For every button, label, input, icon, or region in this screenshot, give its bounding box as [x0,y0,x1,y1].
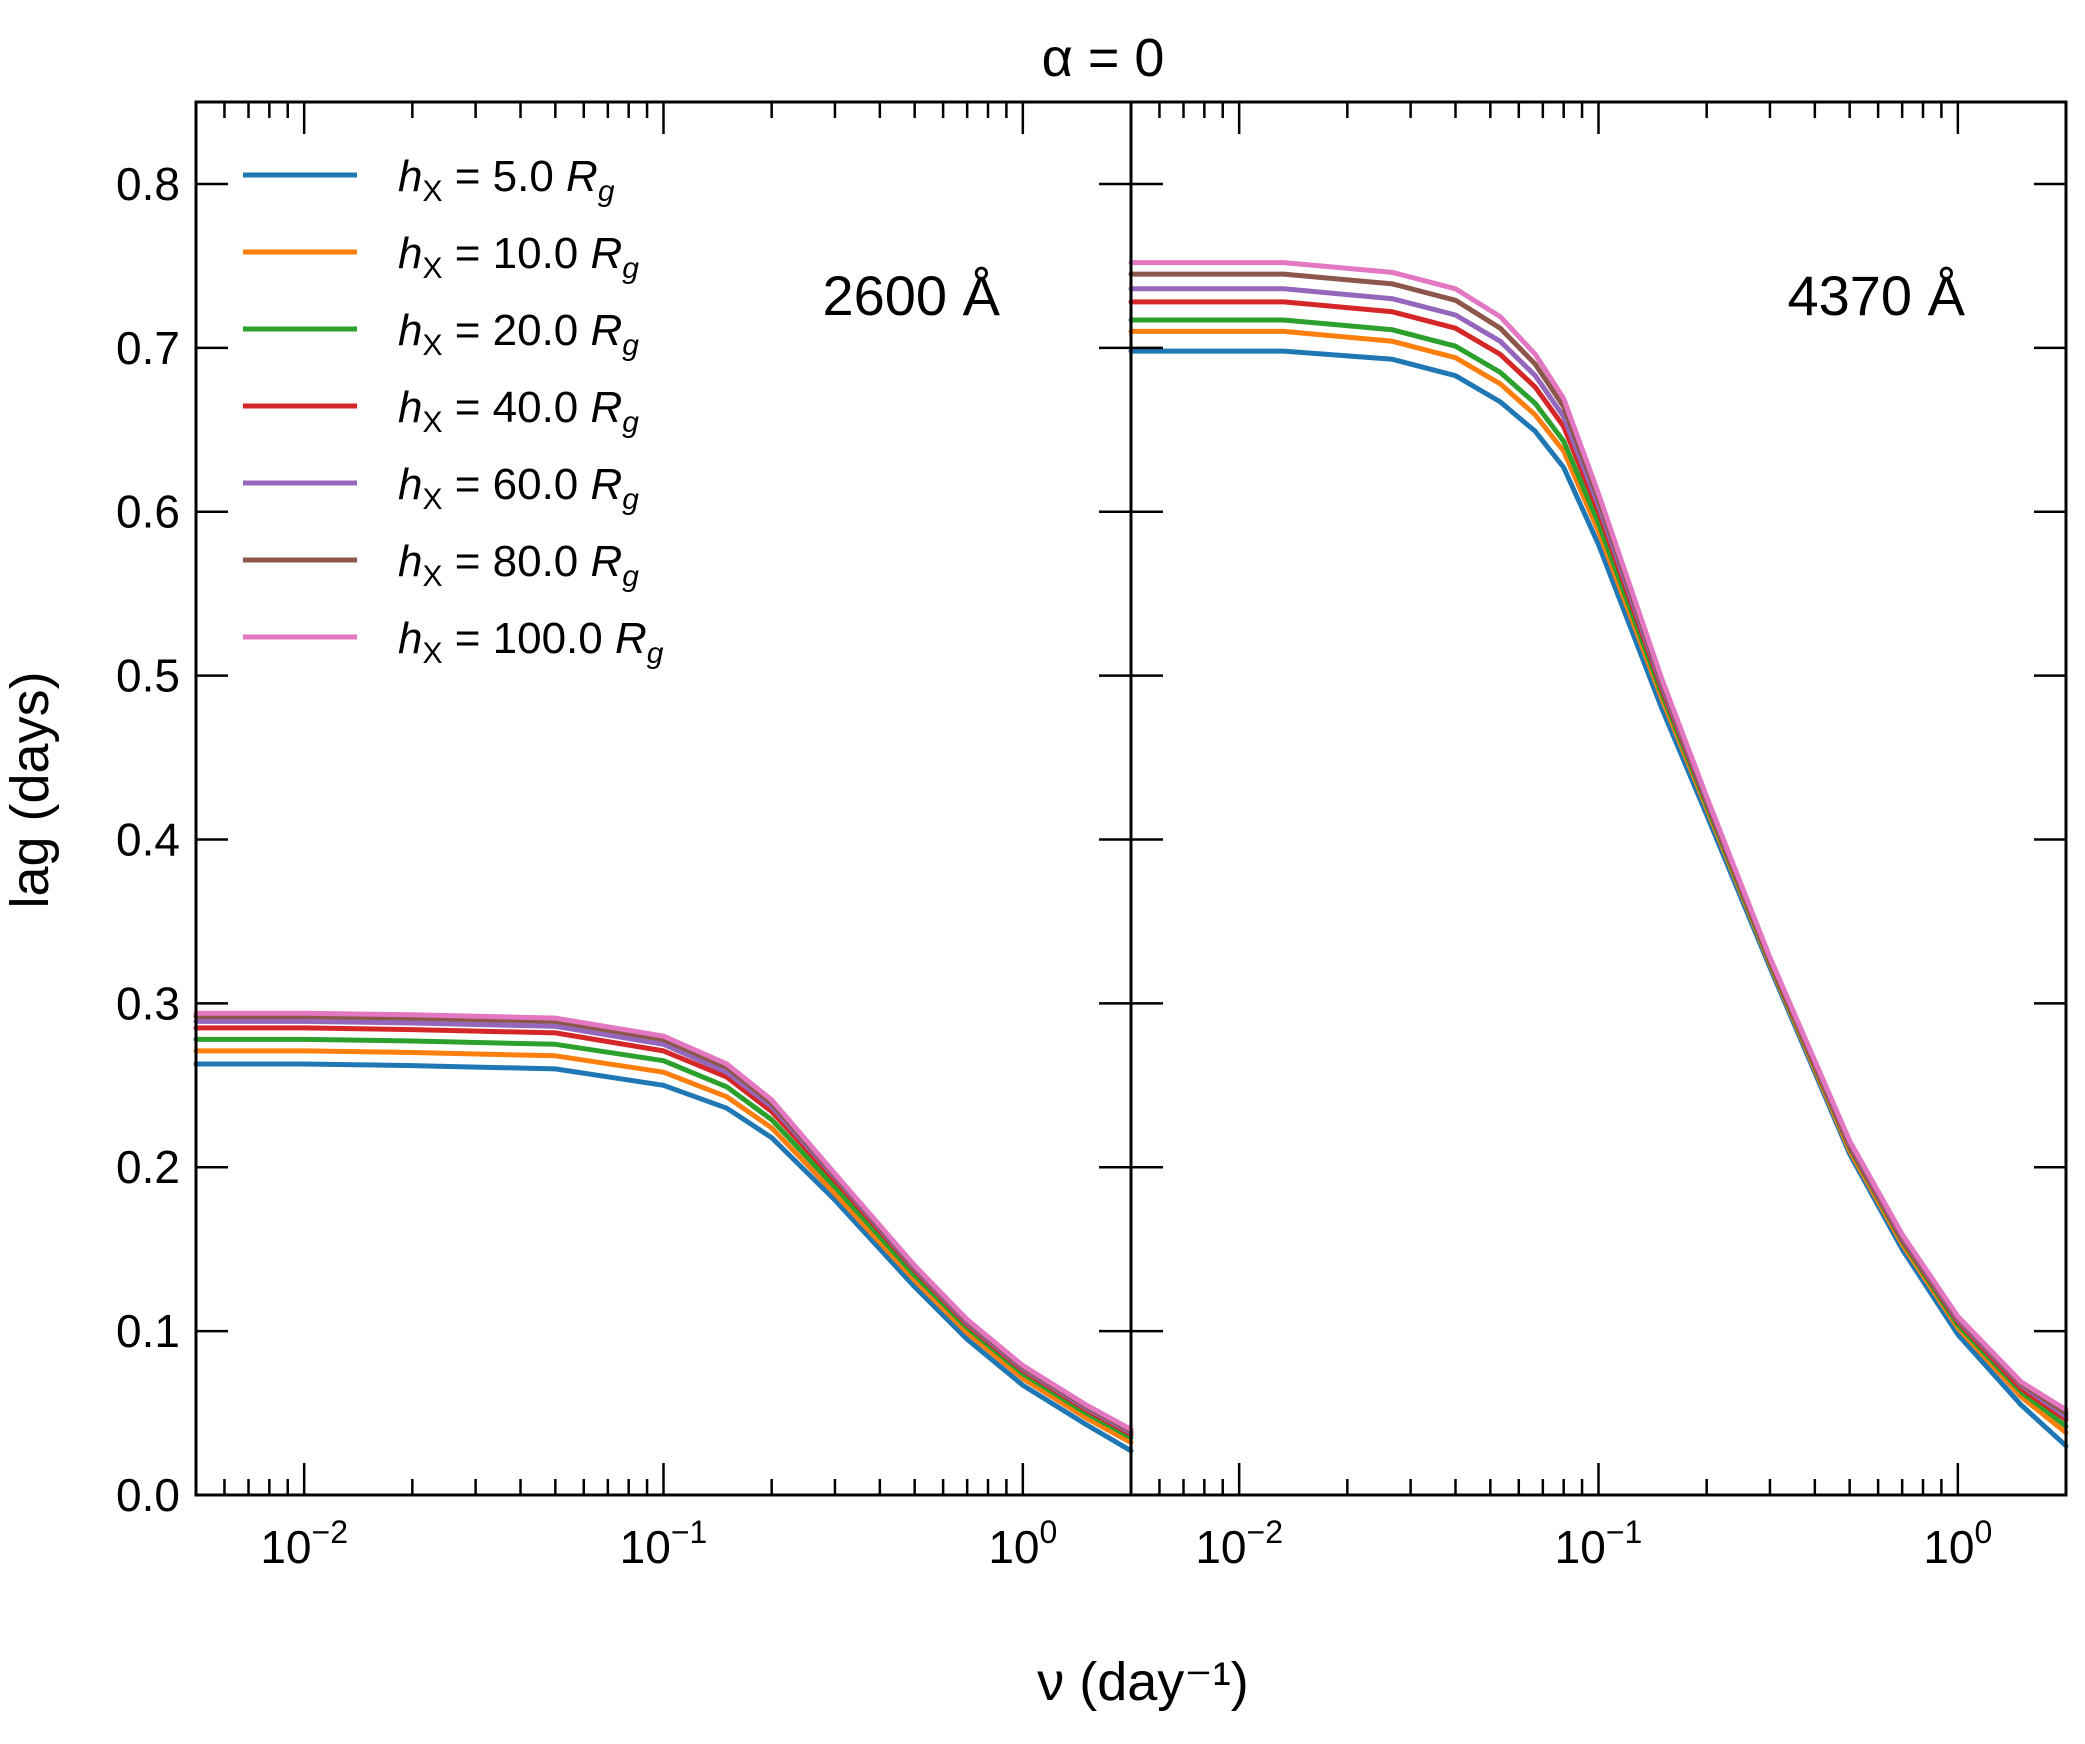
right-panel: 10−2 10−1 100 4370 Å [1128,100,2069,1573]
panel-label: 2600 Å [823,264,1001,327]
y-axis-label: lag (days) [0,671,60,908]
series-line-1 [193,1048,1134,1446]
panel-label: 4370 Å [1788,264,1966,327]
x-tick-label: 100 [988,1514,1057,1573]
series-line-2 [193,1036,1134,1441]
figure-title: α = 0 [1042,28,1165,88]
legend: hX = 5.0 Rg hX = 10.0 Rg hX = 20.0 Rg hX = … [243,152,664,670]
series-line-6 [1128,260,2069,1413]
legend-label: hX = 100.0 Rg [398,614,664,670]
legend-label: hX = 10.0 Rg [398,229,639,285]
y-tick-label: 0.0 [116,1469,180,1521]
series-line-5 [193,1014,1134,1434]
series-line-5 [1128,271,2069,1416]
legend-label: hX = 20.0 Rg [398,306,639,362]
legend-label: hX = 80.0 Rg [398,537,639,593]
series-line-6 [193,1010,1134,1432]
y-tick-label: 0.3 [116,977,180,1029]
series-line-2 [1128,317,2069,1429]
y-tick-label: 0.8 [116,158,180,210]
y-tick-label: 0.6 [116,486,180,538]
x-axis-label: ν (day⁻¹) [1037,1652,1249,1712]
x-tick-label: 10−1 [620,1514,708,1573]
series-line-3 [1128,299,2069,1423]
series-line-4 [1128,286,2069,1419]
x-tick-label: 10−1 [1555,1514,1643,1573]
y-tick-label: 0.5 [116,650,180,702]
y-tick-label: 0.4 [116,813,180,865]
legend-label: hX = 5.0 Rg [398,152,615,208]
left-panel: 0.0 0.1 0.2 0.3 0.4 0.5 0.6 0.7 0.8 10−2 10−1 100 26… [116,100,1134,1573]
x-tick-label: 10−2 [260,1514,348,1573]
x-tick-label: 100 [1923,1514,1992,1573]
series-line-0 [193,1061,1134,1454]
x-tick-label: 10−2 [1195,1514,1283,1573]
y-tick-label: 0.7 [116,322,180,374]
y-tick-label: 0.2 [116,1141,180,1193]
legend-label: hX = 40.0 Rg [398,383,639,439]
y-tick-label: 0.1 [116,1305,180,1357]
series-line-3 [193,1025,1134,1437]
legend-label: hX = 60.0 Rg [398,460,639,516]
series-line-0 [1128,348,2069,1449]
